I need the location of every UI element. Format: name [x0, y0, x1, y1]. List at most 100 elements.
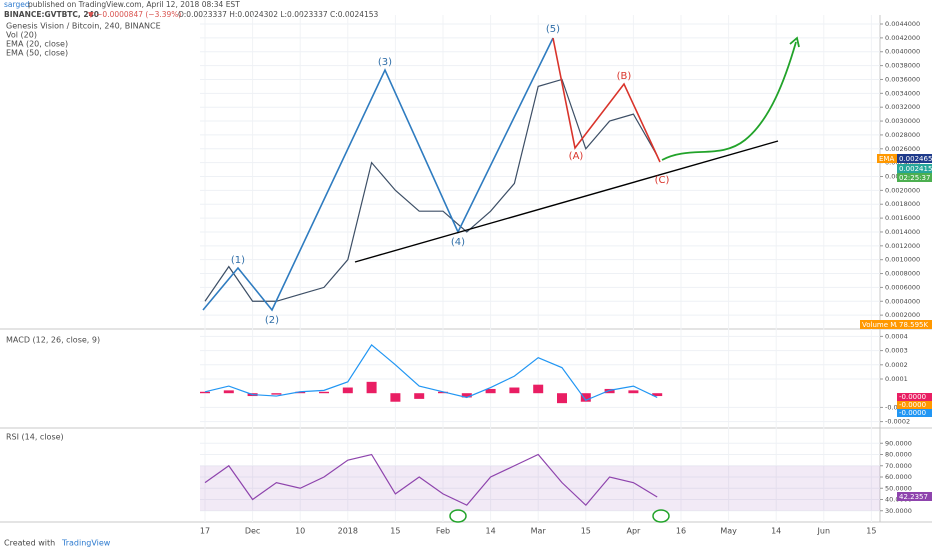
x-tick-label: 14 — [771, 527, 781, 536]
y-tick-label: 60.0000 — [885, 473, 912, 481]
wave-label: (4) — [451, 237, 465, 248]
tag-bg — [897, 401, 932, 409]
x-tick-label: Apr — [626, 527, 641, 536]
y-tick-label: 0.0001 — [885, 375, 908, 383]
y-tick-label: 0.0044000 — [885, 20, 920, 28]
y-tick-label: 0.0032000 — [885, 103, 920, 111]
x-tick-label: 15 — [390, 527, 400, 536]
x-tick-label: 16 — [676, 527, 686, 536]
line — [204, 344, 658, 402]
symbol: BINANCE:GVTBTC, 240 — [4, 10, 99, 19]
y-tick-label: 80.0000 — [885, 451, 912, 459]
y-tick-label: 0.0042000 — [885, 34, 920, 42]
x-tick-label: 10 — [295, 527, 305, 536]
y-tick-label: 0.0034000 — [885, 89, 920, 97]
histogram-bar — [319, 391, 329, 394]
y-tick-label: 0.0002000 — [885, 311, 920, 319]
x-tick-label: May — [720, 527, 737, 536]
histogram-bar — [557, 393, 567, 404]
x-tick-label: Jun — [817, 527, 831, 536]
band — [200, 465, 880, 511]
wave-label: (5) — [546, 24, 560, 35]
y-tick-label: 0.0028000 — [885, 131, 920, 139]
y-tick-label: 70.0000 — [885, 462, 912, 470]
author[interactable]: sarged — [4, 0, 30, 9]
histogram-bar — [461, 393, 472, 398]
y-tick-label: 0.0003 — [885, 347, 908, 355]
arrow-head — [789, 36, 800, 48]
y-tick-label: 0.0038000 — [885, 62, 920, 70]
tag-bg — [877, 154, 897, 163]
x-tick-label: 2018 — [338, 527, 358, 536]
y-tick-label: 0.0004 — [885, 332, 908, 340]
y-tick-label: 0.0008000 — [885, 270, 920, 278]
footer-brand[interactable]: TradingView — [61, 539, 111, 548]
trend-line — [354, 140, 779, 263]
tag-bg — [897, 154, 932, 163]
footer: Created with — [4, 539, 55, 548]
highlight — [652, 509, 670, 523]
histogram-bar — [366, 381, 377, 394]
tag-bg — [897, 320, 932, 329]
rsi-last: 42.2357 — [899, 493, 928, 501]
histogram-bar — [485, 388, 496, 394]
y-tick-label: 0.0036000 — [885, 75, 920, 83]
line — [204, 78, 658, 302]
published: published on TradingView.com, April 12, … — [28, 0, 240, 9]
y-tick-label: 0.0040000 — [885, 48, 920, 56]
x-tick-label: 15 — [866, 527, 876, 536]
x-tick-label: 17 — [200, 527, 210, 536]
wave-label: (3) — [378, 57, 392, 68]
histogram-bar — [390, 393, 401, 402]
tag-bg — [897, 164, 932, 173]
wave-line — [202, 37, 554, 312]
y-tick-label: 0.0030000 — [885, 117, 920, 125]
tag: 02:25:37 — [899, 174, 930, 182]
wave-label: (A) — [569, 151, 584, 162]
histogram-bar — [200, 391, 210, 394]
histogram-bar — [271, 393, 282, 395]
histogram-bar — [652, 393, 663, 397]
histogram-bar — [580, 393, 591, 402]
histogram-bar — [509, 387, 520, 394]
tag-bg — [860, 320, 897, 329]
histogram-bar — [628, 390, 639, 394]
y-tick-label: 0.0006000 — [885, 283, 920, 291]
x-tick-label: 15 — [581, 527, 591, 536]
x-tick-label: Feb — [436, 527, 450, 536]
tag-bg — [897, 409, 932, 417]
ohlc: O:0.0023337 H:0.0024302 L:0.0023337 C:0.… — [178, 10, 379, 19]
y-tick-label: 0.0016000 — [885, 214, 920, 222]
tag: EMA — [879, 155, 894, 163]
histogram-bar — [438, 391, 448, 394]
tag-bg — [897, 492, 932, 501]
pane-title: RSI (14, close) — [6, 433, 64, 442]
plot: 17 Dec 10 2018 15 Feb 14 Mar 15 Apr 16 May 14 Jun 15 0.… — [0, 15, 932, 536]
indicator: EMA (20, close) — [6, 40, 68, 49]
histogram-bar — [223, 390, 234, 394]
pane-title: Genesis Vision / Bitcoin, 240, BINANCE — [6, 22, 161, 31]
tag: 0.0024153 — [899, 165, 932, 173]
wave-label: (C) — [655, 175, 670, 186]
change: ▼ −0.0000847 (−3.39%) — [88, 10, 181, 19]
indicator: EMA (50, close) — [6, 49, 68, 58]
tag: -0.0000 — [899, 393, 926, 401]
tag: Volume MA — [862, 321, 901, 329]
wave-label: (B) — [617, 71, 632, 82]
y-tick-label: -0.0002 — [885, 418, 910, 426]
y-tick-label: 0.0010000 — [885, 256, 920, 264]
indicator: Vol (20) — [6, 31, 37, 40]
y-tick-label: 0.0012000 — [885, 242, 920, 250]
y-tick-label: 0.0018000 — [885, 200, 920, 208]
correction-line — [552, 37, 661, 163]
projection — [661, 41, 797, 161]
tag: -0.0000 — [899, 401, 926, 409]
y-tick-label: 30.0000 — [885, 507, 912, 515]
y-tick-label: 0.0026000 — [885, 145, 920, 153]
y-tick-label: 0.0014000 — [885, 228, 920, 236]
tag: 78.595K — [899, 321, 928, 329]
histogram-bar — [604, 388, 615, 394]
